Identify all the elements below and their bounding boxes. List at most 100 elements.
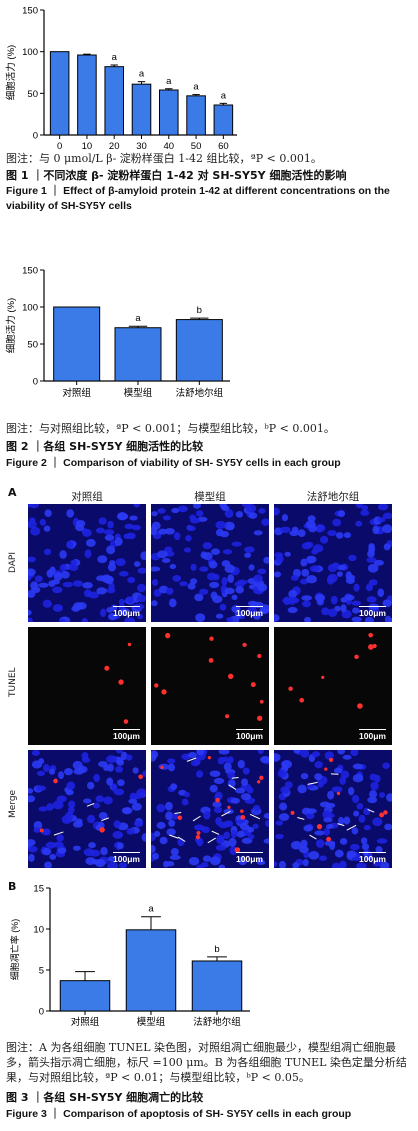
micrograph-dapi-3: 100μm	[274, 504, 392, 622]
nucleus	[319, 855, 327, 861]
nucleus	[52, 586, 63, 594]
apoptotic-cell	[324, 767, 328, 771]
nucleus	[372, 817, 383, 827]
nucleus	[202, 855, 212, 862]
nucleus	[213, 573, 220, 581]
nucleus	[230, 829, 238, 839]
nucleus	[366, 557, 377, 563]
nucleus	[373, 559, 384, 566]
arrow-indicator	[231, 777, 239, 779]
nucleus	[157, 550, 168, 559]
nucleus	[361, 843, 370, 851]
nucleus	[240, 793, 251, 801]
y-tick-label: 100	[22, 47, 38, 58]
nucleus	[186, 525, 196, 532]
y-tick-label: 10	[33, 925, 44, 936]
nucleus	[203, 810, 211, 820]
nucleus	[301, 568, 310, 577]
nucleus	[212, 595, 223, 604]
nucleus	[263, 813, 269, 819]
nucleus	[327, 530, 337, 537]
nucleus	[156, 803, 166, 813]
nucleus	[114, 537, 123, 546]
apoptotic-cell	[208, 657, 214, 663]
figure2-caption-en: Figure 2 ｜ Comparison of viability of SH…	[6, 457, 341, 469]
nucleus	[314, 773, 323, 781]
apoptotic-cell	[321, 675, 325, 679]
x-tick-label: 法舒地尔组	[176, 387, 224, 399]
arrow-indicator	[297, 817, 305, 820]
nucleus	[231, 594, 238, 601]
nucleus	[300, 839, 308, 848]
nucleus	[46, 569, 54, 578]
nucleus	[116, 750, 123, 754]
nucleus	[142, 770, 146, 778]
nucleus	[304, 616, 312, 622]
nucleus	[38, 806, 48, 812]
nucleus	[97, 555, 108, 564]
nucleus	[187, 751, 198, 759]
nucleus	[106, 755, 118, 764]
nucleus	[343, 532, 352, 539]
nucleus	[103, 796, 113, 805]
bar	[104, 66, 124, 136]
apoptotic-cell	[225, 714, 230, 719]
nucleus	[235, 585, 244, 594]
nucleus	[338, 816, 345, 826]
apoptotic-cell	[383, 810, 388, 815]
nucleus	[351, 600, 361, 606]
figure1-caption-en: Figure 1 ｜ Effect of β-amyloid protein 1…	[6, 185, 390, 212]
nucleus	[339, 860, 347, 868]
nucleus	[137, 567, 146, 574]
nucleus	[168, 598, 177, 608]
nucleus	[324, 751, 334, 760]
nucleus	[200, 862, 209, 868]
column-header-model: 模型组	[194, 491, 226, 503]
nucleus	[248, 512, 258, 519]
nucleus	[93, 773, 100, 783]
nucleus	[106, 607, 114, 613]
nucleus	[375, 846, 383, 854]
nucleus	[353, 583, 360, 592]
significance-label: a	[148, 904, 154, 915]
nucleus	[118, 862, 128, 868]
nucleus	[170, 848, 179, 856]
nucleus	[181, 798, 189, 806]
arrow-indicator	[249, 813, 261, 820]
nucleus	[252, 586, 259, 594]
nucleus	[215, 613, 224, 619]
nucleus	[201, 826, 210, 834]
nucleus	[274, 507, 280, 516]
nucleus	[30, 526, 41, 536]
nucleus	[192, 504, 201, 509]
x-tick-label: 60	[218, 141, 229, 150]
nucleus	[48, 580, 56, 588]
nucleus	[98, 517, 107, 525]
apoptotic-cell	[259, 699, 264, 704]
nucleus	[64, 768, 73, 776]
figure3-caption-en: Figure 3 ｜ Comparison of apoptosis of SH…	[6, 1108, 352, 1120]
arrow-indicator	[53, 831, 64, 836]
nucleus	[31, 750, 40, 756]
nucleus	[95, 527, 105, 534]
nucleus	[81, 617, 88, 622]
nucleus	[332, 562, 340, 568]
nucleus	[253, 530, 263, 536]
apoptotic-cell	[329, 757, 334, 762]
y-tick-label: 5	[39, 966, 44, 977]
figure1-caption-cn: 图 1 ｜不同浓度 β- 淀粉样蛋白 1-42 对 SH-SY5Y 细胞活性的影…	[6, 169, 347, 182]
nucleus	[185, 534, 192, 542]
nucleus	[355, 504, 364, 509]
x-tick-label: 0	[57, 141, 62, 150]
nucleus	[118, 571, 129, 577]
nucleus	[352, 773, 364, 783]
nucleus	[248, 564, 255, 571]
micrograph-cells	[154, 632, 264, 721]
apoptotic-cell	[160, 765, 164, 769]
nucleus	[28, 788, 34, 794]
nucleus	[133, 820, 144, 828]
x-tick-label: 40	[163, 141, 174, 150]
nucleus	[82, 582, 93, 589]
nucleus	[65, 811, 74, 821]
micrograph-tunel-1: 100μm	[28, 627, 146, 745]
